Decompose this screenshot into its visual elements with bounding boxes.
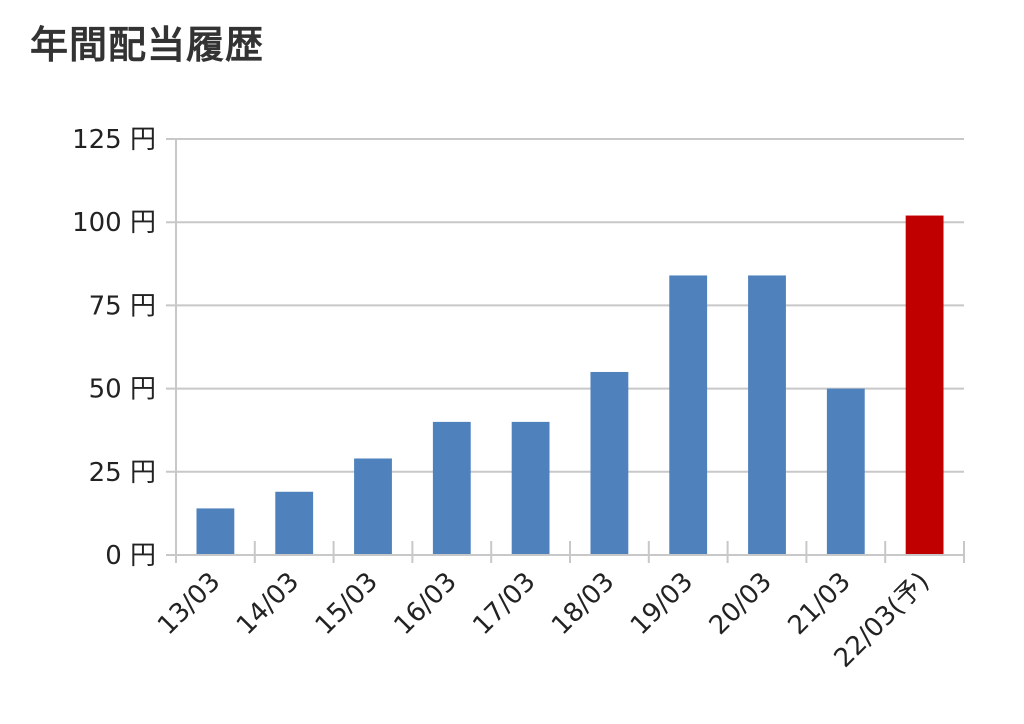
x-category-label: 20/03 <box>704 567 778 641</box>
y-tick-label: 0 円 <box>105 541 156 571</box>
x-axis-category-labels: 13/03 14/03 15/03 16/03 17/03 18/03 19/03 20/03… <box>152 567 935 674</box>
bar-22/03(予) <box>905 215 944 555</box>
x-category-label: 15/03 <box>310 567 384 641</box>
x-category-label: 21/03 <box>783 567 857 641</box>
y-tick-label: 75 円 <box>89 291 156 321</box>
y-tick-label: 100 円 <box>72 208 156 238</box>
y-tick-label: 25 円 <box>89 458 156 488</box>
bar-20/03 <box>748 275 786 555</box>
x-category-label: 13/03 <box>152 567 226 641</box>
x-category-label: 16/03 <box>389 567 463 641</box>
bar-13/03 <box>196 508 235 555</box>
bar-15/03 <box>354 458 392 555</box>
bar-14/03 <box>275 491 314 555</box>
x-category-label: 14/03 <box>231 567 305 641</box>
y-tick-label: 50 円 <box>89 375 156 405</box>
x-axis <box>166 139 965 563</box>
x-category-label: 18/03 <box>546 567 620 641</box>
x-category-label: 17/03 <box>467 567 541 641</box>
bar-17/03 <box>511 421 550 555</box>
bar-18/03 <box>590 371 629 555</box>
y-tick-label: 125 円 <box>72 125 156 155</box>
y-axis-tick-labels: 0 円 25 円 50 円 75 円 100 円 125 円 <box>72 125 156 571</box>
bars <box>196 215 944 555</box>
bar-21/03 <box>826 388 865 555</box>
bar-16/03 <box>432 421 471 555</box>
x-category-label: 19/03 <box>625 567 699 641</box>
page-title: 年間配当履歴 <box>30 23 265 67</box>
bar-19/03 <box>669 275 708 555</box>
